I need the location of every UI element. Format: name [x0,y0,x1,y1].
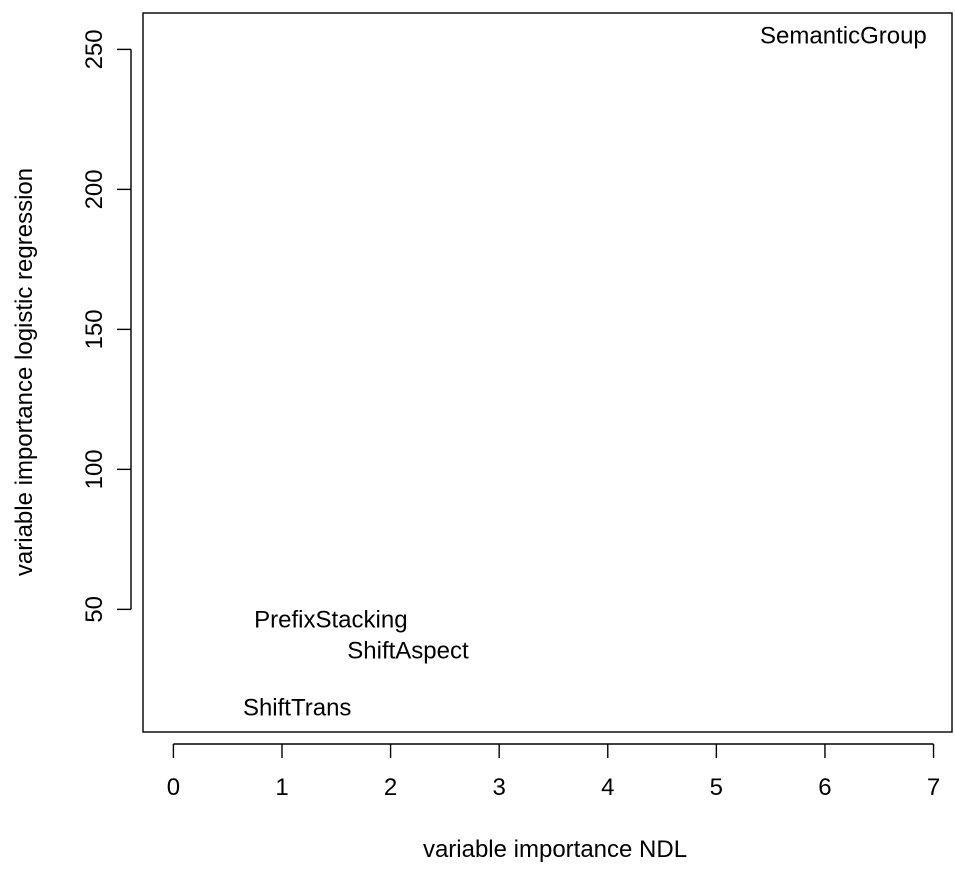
x-tick-label: 7 [927,774,940,801]
y-tick-label: 200 [81,169,108,209]
x-tick-label: 5 [710,774,723,801]
x-tick-label: 1 [275,774,288,801]
point-label: ShiftAspect [347,637,469,664]
x-tick-label: 0 [167,774,180,801]
point-label: SemanticGroup [760,23,927,50]
point-label: PrefixStacking [254,607,407,634]
y-tick-label: 50 [81,596,108,623]
y-tick-label: 250 [81,29,108,69]
x-axis: 0 1 2 3 4 5 6 7 [167,743,940,801]
x-axis-label: variable importance NDL [423,836,687,863]
plot-frame [142,12,953,733]
y-tick-label: 150 [81,309,108,349]
x-tick-label: 4 [601,774,614,801]
x-tick-label: 6 [818,774,831,801]
point-label: ShiftTrans [243,695,351,722]
y-axis-label: variable importance logistic regression [11,168,38,576]
y-tick-label: 100 [81,449,108,489]
y-axis: 50 100 150 200 250 [81,29,132,623]
x-tick-label: 2 [384,774,397,801]
x-tick-label: 3 [492,774,505,801]
data-labels: SemanticGroup PrefixStacking ShiftAspect Sh… [243,23,927,722]
